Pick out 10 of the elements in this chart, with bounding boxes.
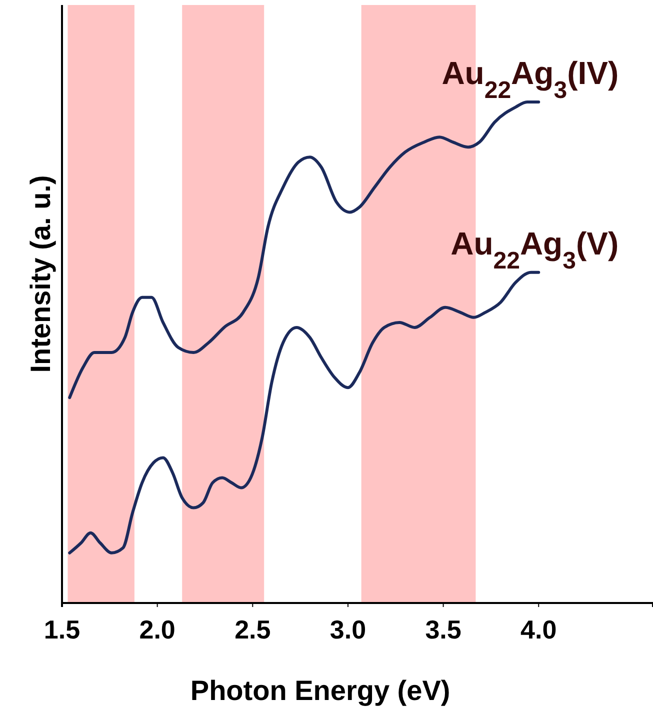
y-axis-title: Intensity (a. u.) bbox=[25, 175, 56, 373]
series-label: Au$_{22}$Ag$_{3}$(IV) bbox=[442, 55, 619, 104]
x-tick-label: 4.0 bbox=[520, 614, 557, 645]
x-tick-label: 2.0 bbox=[139, 614, 176, 645]
x-tick-label: 1.5 bbox=[44, 614, 80, 645]
x-axis-title: Photon Energy (eV) bbox=[190, 675, 450, 706]
x-tick-label: 3.0 bbox=[330, 614, 366, 645]
x-tick-label: 3.5 bbox=[425, 614, 462, 645]
x-tick-label: 2.5 bbox=[234, 614, 271, 645]
series-label: Au$_{22}$Ag$_{3}$(V) bbox=[450, 225, 619, 274]
